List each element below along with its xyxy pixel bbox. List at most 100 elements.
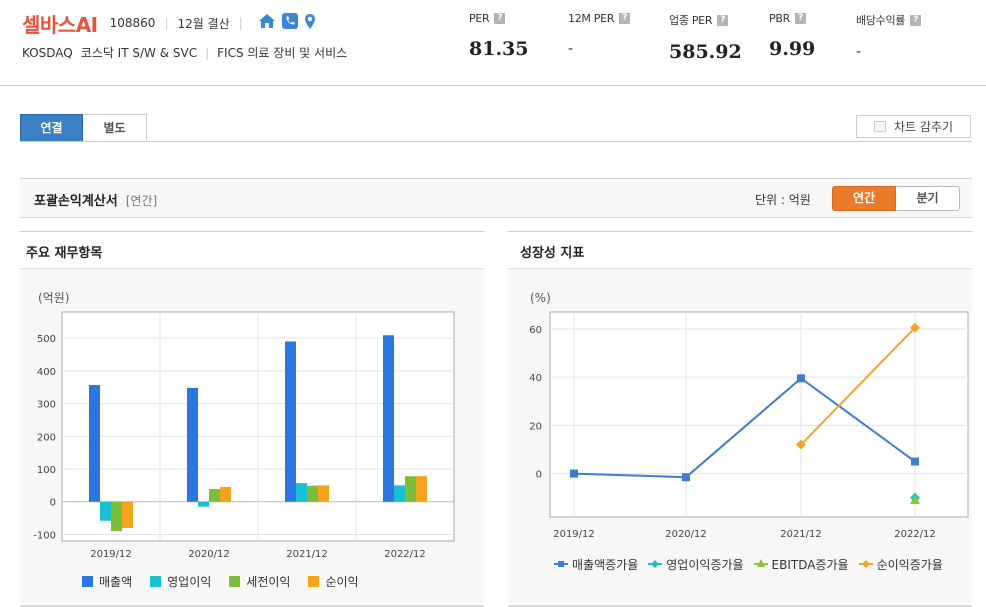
series-line [573, 377, 916, 479]
metric-value: 9.99 [769, 38, 816, 60]
y-unit-label: (억원) [38, 291, 69, 305]
y-tick-label: 0 [50, 498, 56, 509]
legend-label: 매출액증가율 [572, 557, 639, 572]
panel-title: 성장성 지표 [520, 246, 585, 261]
metric-per: PER? 81.35 [469, 12, 529, 60]
growth-indicators-panel: 성장성 지표 (%) 0 20 40 60 2019/12 2020/12 2021/12 2… [508, 231, 972, 607]
x-tick-label: 2020/12 [665, 529, 707, 540]
section-title: 포괄손익계산서 [34, 194, 118, 209]
key-financials-chart: (억원) -100 0 100 200 300 400 500 2019/12 2020/12 2… [33, 291, 455, 560]
location-pin-icon[interactable] [304, 13, 316, 34]
help-icon[interactable]: ? [494, 13, 506, 24]
sector-name: 코스닥 IT S/W & SVC [80, 46, 198, 60]
data-point [796, 439, 806, 450]
tab-underline [20, 141, 972, 142]
legend-label: 영업이익증가율 [666, 557, 744, 572]
help-icon[interactable]: ? [910, 14, 922, 26]
period-annual-button[interactable]: 연간 [832, 186, 896, 211]
data-point [797, 374, 805, 383]
legend-item[interactable]: 매출액증가율 [554, 555, 638, 573]
bar-legend: 매출액 영업이익 세전이익 순이익 [82, 572, 377, 590]
metric-dividend-yield: 배당수익률? - [856, 12, 922, 60]
hide-chart-label: 차트 감추기 [893, 120, 953, 134]
metric-label: 12M PER [568, 12, 615, 25]
metric-value: - [568, 41, 574, 57]
bar [416, 476, 427, 502]
metric-industry-per: 업종 PER? 585.92 [669, 12, 742, 63]
help-icon[interactable]: ? [794, 13, 806, 24]
data-point [911, 457, 919, 466]
x-tick-label: 2020/12 [188, 549, 230, 560]
metric-12m-per: 12M PER? - [568, 12, 631, 57]
tab-separate[interactable]: 별도 [83, 114, 147, 142]
legend-marker [753, 558, 768, 570]
legend-swatch [229, 575, 241, 587]
legend-swatch [150, 575, 162, 587]
legend-swatch [82, 575, 93, 587]
divider: | [238, 16, 243, 30]
metric-label: PBR [769, 12, 790, 25]
series-line [800, 326, 916, 446]
home-icon[interactable] [258, 13, 276, 33]
data-point [570, 469, 578, 478]
legend-item[interactable]: 영업이익증가율 [648, 555, 744, 573]
y-tick-label: 100 [37, 465, 56, 476]
legend-item[interactable]: 세전이익 [229, 572, 290, 590]
help-icon[interactable]: ? [717, 14, 729, 26]
stock-code: 108860 [109, 16, 156, 30]
tab-consolidated[interactable]: 연결 [20, 114, 83, 142]
industry-name: FICS 의료 장비 및 서비스 [217, 46, 348, 60]
legend-marker [648, 558, 663, 570]
legend-label: 세전이익 [246, 574, 291, 589]
market-name: KOSDAQ [22, 45, 73, 60]
y-tick-label: -100 [33, 530, 56, 541]
data-point [682, 473, 690, 482]
metric-pbr: PBR? 9.99 [769, 12, 815, 60]
company-header: 셀바스AI 108860 | 12월 결산 | KOSDAQ 코스닥 IT S/… [22, 8, 347, 61]
x-tick-label: 2021/12 [780, 529, 822, 540]
header-divider [0, 85, 986, 86]
bar [383, 335, 394, 502]
legend-item[interactable]: 영업이익 [150, 572, 211, 590]
help-icon[interactable]: ? [619, 13, 631, 24]
bar [100, 501, 111, 521]
hide-chart-toggle[interactable]: 차트 감추기 [856, 115, 971, 138]
bar [307, 485, 318, 502]
bar [405, 476, 416, 502]
bar [285, 341, 296, 502]
y-tick-label: 20 [529, 421, 542, 432]
x-tick-label: 2019/12 [553, 529, 595, 540]
settlement-month: 12월 결산 [177, 16, 230, 31]
metric-value: 585.92 [669, 41, 742, 63]
period-quarterly-button[interactable]: 분기 [896, 186, 960, 211]
panel-bottom-border [20, 605, 484, 607]
legend-item[interactable]: EBITDA증가율 [753, 555, 849, 573]
divider: | [205, 45, 210, 60]
legend-marker [858, 558, 873, 570]
panel-bottom-border [508, 605, 972, 607]
legend-item[interactable]: 매출액 [82, 572, 132, 590]
bar [198, 501, 209, 507]
bar [296, 483, 307, 502]
legend-item[interactable]: 순이익증가율 [858, 555, 943, 573]
y-tick-label: 40 [529, 373, 542, 384]
phone-icon[interactable] [281, 13, 298, 33]
y-tick-label: 400 [37, 367, 56, 378]
metric-label: PER [469, 12, 490, 25]
growth-chart: (%) 0 20 40 60 2019/12 2020/12 2021/12 2022/12 [529, 291, 969, 540]
y-tick-label: 300 [37, 400, 56, 411]
y-tick-label: 500 [37, 334, 56, 345]
bar [220, 487, 231, 502]
metric-label: 업종 PER [669, 14, 713, 27]
x-tick-label: 2021/12 [286, 549, 328, 560]
metric-value: - [856, 44, 862, 60]
section-subtitle: [연간] [125, 194, 158, 208]
legend-label: 순이익 [325, 574, 359, 589]
x-tick-label: 2019/12 [90, 549, 132, 560]
legend-item[interactable]: 순이익 [308, 572, 359, 590]
y-tick-label: 60 [529, 325, 542, 336]
legend-label: 순이익증가율 [876, 557, 943, 572]
panel-title: 주요 재무항목 [26, 246, 103, 261]
checkbox-icon[interactable] [873, 121, 886, 132]
y-tick-label: 200 [37, 432, 56, 443]
